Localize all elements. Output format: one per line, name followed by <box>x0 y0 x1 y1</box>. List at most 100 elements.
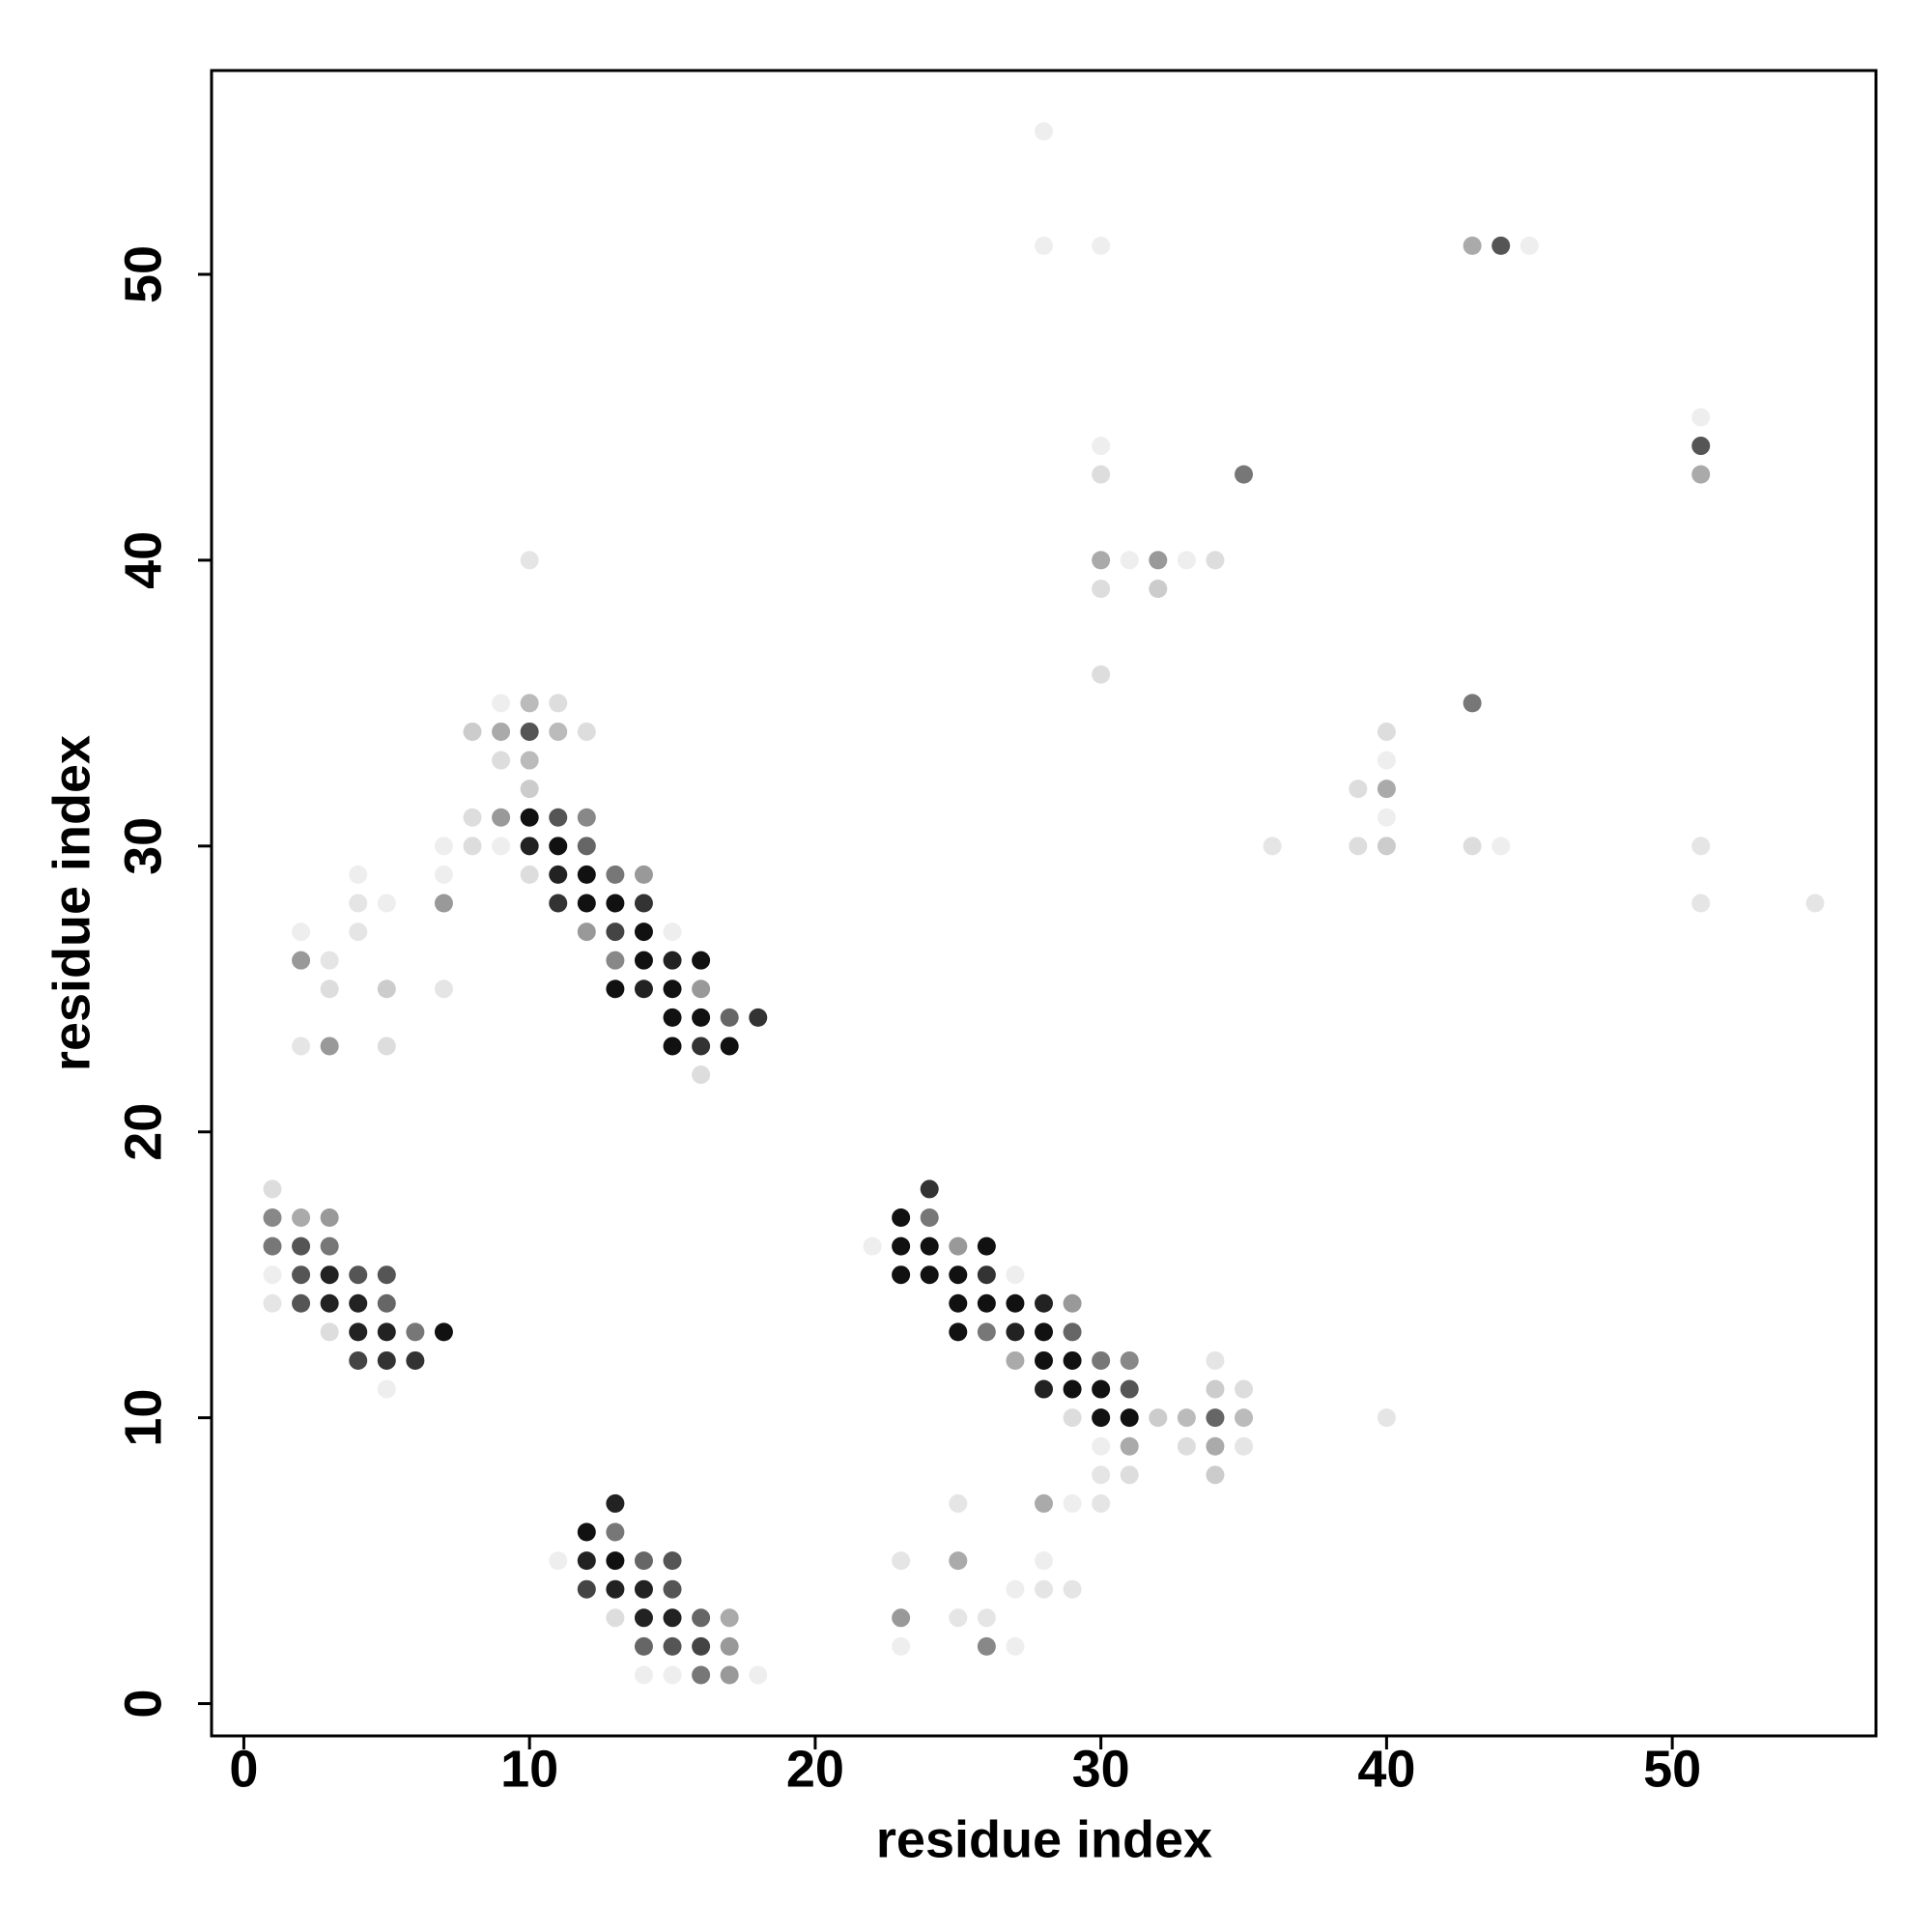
contact-point <box>549 894 568 913</box>
contact-point <box>606 1551 625 1571</box>
x-tick-label: 50 <box>1643 1740 1701 1798</box>
contact-point <box>1120 551 1139 570</box>
contact-point <box>1149 1408 1168 1428</box>
contact-point <box>1235 1436 1254 1456</box>
contact-point <box>892 1236 911 1256</box>
contact-point <box>492 837 511 856</box>
contact-point <box>720 1037 739 1056</box>
contact-point <box>892 1636 911 1656</box>
contact-point <box>720 1665 739 1685</box>
contact-point <box>434 894 453 913</box>
contact-point <box>349 1293 368 1313</box>
contact-point <box>949 1236 968 1256</box>
contact-point <box>349 865 368 884</box>
contact-point <box>1092 1350 1111 1370</box>
contact-point <box>463 837 482 856</box>
contact-point <box>1063 1408 1082 1428</box>
contact-point <box>863 1236 882 1256</box>
contact-point <box>292 1208 311 1228</box>
contact-point <box>577 865 596 884</box>
contact-point <box>1206 1350 1225 1370</box>
contact-point <box>920 1236 939 1256</box>
contact-point <box>1805 894 1825 913</box>
contact-point <box>1006 1265 1025 1285</box>
contact-point <box>292 951 311 970</box>
contact-point <box>692 951 711 970</box>
contact-point <box>492 808 511 827</box>
contact-point <box>549 865 568 884</box>
contact-point <box>663 980 682 999</box>
contact-point <box>720 1608 739 1628</box>
contact-point <box>1035 1350 1053 1370</box>
contact-point <box>1120 1465 1139 1485</box>
contact-point <box>1092 437 1111 456</box>
contact-point <box>577 837 596 856</box>
contact-point <box>377 1322 396 1342</box>
contact-point <box>977 1265 996 1285</box>
contact-point <box>1235 465 1254 484</box>
contact-point <box>320 1322 339 1342</box>
contact-point <box>749 1665 768 1685</box>
contact-point <box>492 694 511 713</box>
contact-point <box>434 865 453 884</box>
y-tick-label: 0 <box>114 1690 172 1719</box>
x-tick-label: 10 <box>500 1740 558 1798</box>
contact-point <box>1177 1436 1196 1456</box>
contact-point <box>606 1522 625 1542</box>
contact-point <box>1006 1350 1025 1370</box>
contact-point <box>1463 236 1482 255</box>
x-tick-label: 40 <box>1357 1740 1415 1798</box>
contact-point <box>292 1293 311 1313</box>
contact-point <box>263 1179 282 1199</box>
contact-point <box>692 1608 711 1628</box>
contact-point <box>349 894 368 913</box>
contact-point <box>1149 579 1168 598</box>
contact-point <box>1092 236 1111 255</box>
contact-point <box>1063 1579 1082 1599</box>
contact-point <box>663 1008 682 1027</box>
contact-point <box>920 1265 939 1285</box>
contact-point <box>1035 1551 1053 1571</box>
contact-point <box>1092 1465 1111 1485</box>
contact-point <box>320 951 339 970</box>
contact-point <box>1120 1379 1139 1399</box>
contact-point <box>692 1037 711 1056</box>
contact-point <box>1063 1350 1082 1370</box>
contact-point <box>434 1322 453 1342</box>
contact-point <box>1206 1436 1225 1456</box>
contact-point <box>977 1636 996 1656</box>
contact-point <box>1206 1465 1225 1485</box>
contact-point <box>1063 1293 1082 1313</box>
contact-point <box>663 1551 682 1571</box>
contact-point <box>949 1293 968 1313</box>
contact-point <box>406 1350 425 1370</box>
contact-point <box>549 837 568 856</box>
contact-point <box>692 1665 711 1685</box>
contact-point <box>606 1493 625 1513</box>
contact-point <box>520 837 539 856</box>
contact-point <box>1463 694 1482 713</box>
contact-point <box>634 865 653 884</box>
contact-point <box>520 808 539 827</box>
contact-point <box>977 1293 996 1313</box>
contact-point <box>549 694 568 713</box>
contact-point <box>320 1265 339 1285</box>
contact-point <box>1349 780 1368 799</box>
contact-point <box>1691 437 1711 456</box>
y-tick-label: 40 <box>114 531 172 589</box>
contact-point <box>1092 665 1111 684</box>
contact-point <box>520 551 539 570</box>
contact-point <box>692 1636 711 1656</box>
contact-point <box>663 1636 682 1656</box>
contact-point <box>749 1008 768 1027</box>
contact-point <box>1206 551 1225 570</box>
contact-point <box>977 1236 996 1256</box>
contact-point <box>663 1579 682 1599</box>
contact-point <box>1377 751 1396 770</box>
x-axis-label: residue index <box>876 1810 1212 1868</box>
contact-point <box>663 1665 682 1685</box>
contact-point <box>377 980 396 999</box>
contact-point <box>434 837 453 856</box>
contact-point <box>577 894 596 913</box>
